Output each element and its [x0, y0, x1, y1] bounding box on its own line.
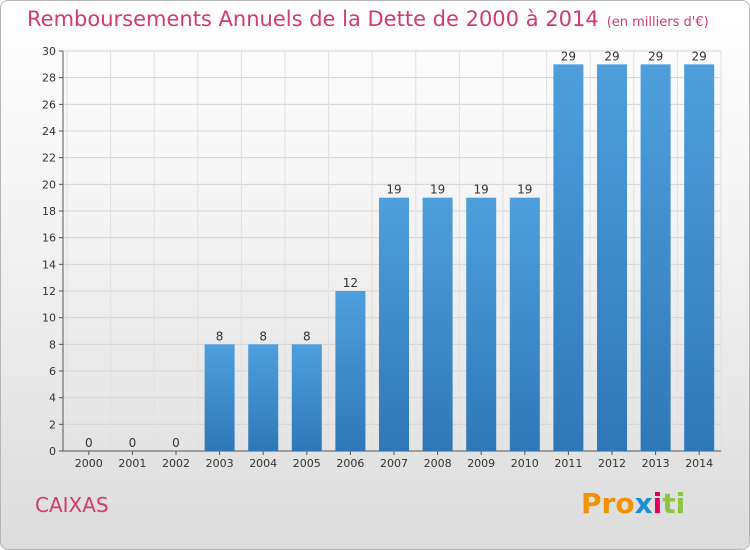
bar [379, 197, 409, 451]
y-tick-label: 22 [42, 152, 56, 165]
x-tick-label: 2007 [380, 457, 408, 470]
x-tick-label: 2004 [249, 457, 277, 470]
bar-value-label: 8 [303, 329, 311, 343]
bar [640, 64, 671, 452]
bar-value-label: 29 [648, 49, 663, 63]
x-tick-label: 2010 [511, 457, 539, 470]
logo-part-4: ti [662, 487, 686, 520]
y-tick-label: 26 [42, 98, 56, 111]
y-tick-label: 4 [49, 392, 56, 405]
y-tick-label: 10 [42, 312, 56, 325]
y-tick-label: 30 [42, 45, 56, 58]
x-tick-label: 2001 [118, 457, 146, 470]
y-tick-label: 28 [42, 72, 56, 85]
x-tick-label: 2005 [293, 457, 321, 470]
x-tick-label: 2002 [162, 457, 190, 470]
y-tick-label: 20 [42, 178, 56, 191]
logo-part-3: i [652, 487, 663, 520]
x-tick-label: 2003 [206, 457, 234, 470]
bar-value-label: 19 [430, 183, 445, 197]
commune-name: CAIXAS [35, 493, 109, 517]
x-tick-label: 2014 [685, 457, 713, 470]
bar [684, 64, 715, 452]
x-tick-label: 2008 [424, 457, 452, 470]
chart-title-main: Remboursements Annuels de la Dette de 20… [27, 7, 599, 31]
bar [597, 64, 627, 452]
bar-value-label: 8 [259, 329, 267, 343]
y-tick-label: 24 [42, 125, 56, 138]
bar-value-label: 19 [517, 183, 532, 197]
bar [509, 197, 540, 451]
y-tick-label: 2 [49, 418, 56, 431]
y-tick-label: 16 [42, 232, 56, 245]
chart-title: Remboursements Annuels de la Dette de 20… [27, 7, 709, 31]
logo-part-2: x [634, 487, 653, 520]
bar-value-label: 12 [343, 276, 358, 290]
bar-value-label: 29 [561, 49, 576, 63]
bar-value-label: 19 [386, 183, 401, 197]
y-tick-label: 8 [49, 338, 56, 351]
proxiti-logo: Proxiti [581, 487, 685, 520]
x-tick-label: 2006 [336, 457, 364, 470]
bar-value-label: 0 [172, 436, 180, 450]
x-tick-label: 2009 [467, 457, 495, 470]
y-tick-label: 18 [42, 205, 56, 218]
y-tick-label: 12 [42, 285, 56, 298]
y-tick-label: 14 [42, 258, 56, 271]
bar [204, 344, 235, 451]
bar-value-label: 0 [85, 436, 93, 450]
logo-part-1: Pro [581, 487, 635, 520]
bar [291, 344, 322, 451]
bar-value-label: 19 [474, 183, 489, 197]
x-tick-label: 2012 [598, 457, 626, 470]
bar [335, 291, 366, 451]
x-tick-label: 2000 [75, 457, 103, 470]
bar-value-label: 0 [129, 436, 137, 450]
bar-value-label: 29 [604, 49, 619, 63]
bar-value-label: 8 [216, 329, 224, 343]
bar [248, 344, 279, 451]
x-tick-label: 2013 [642, 457, 670, 470]
y-tick-label: 6 [49, 365, 56, 378]
bar [553, 64, 584, 452]
bar-value-label: 29 [692, 49, 707, 63]
bar [422, 197, 453, 451]
bar [466, 197, 497, 451]
y-tick-label: 0 [49, 445, 56, 458]
x-tick-label: 2011 [554, 457, 582, 470]
chart-title-unit: (en milliers d'€) [606, 15, 709, 30]
